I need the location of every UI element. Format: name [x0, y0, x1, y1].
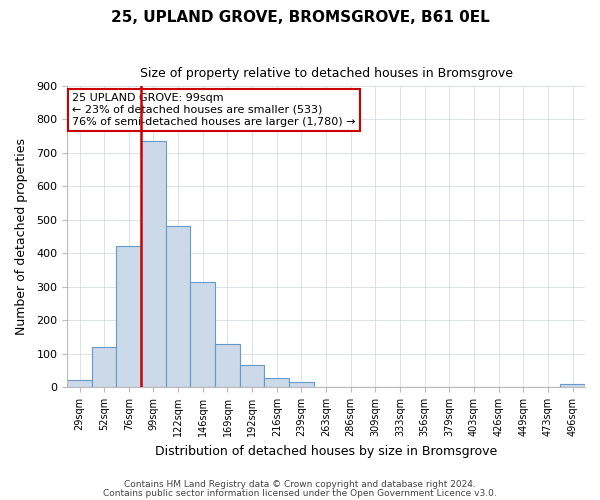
- Bar: [215, 344, 240, 387]
- Bar: [141, 141, 166, 387]
- Bar: [265, 378, 289, 387]
- Text: Contains public sector information licensed under the Open Government Licence v3: Contains public sector information licen…: [103, 488, 497, 498]
- Text: 25, UPLAND GROVE, BROMSGROVE, B61 0EL: 25, UPLAND GROVE, BROMSGROVE, B61 0EL: [110, 10, 490, 25]
- Bar: [190, 282, 215, 387]
- Text: Contains HM Land Registry data © Crown copyright and database right 2024.: Contains HM Land Registry data © Crown c…: [124, 480, 476, 489]
- Text: 25 UPLAND GROVE: 99sqm
← 23% of detached houses are smaller (533)
76% of semi-de: 25 UPLAND GROVE: 99sqm ← 23% of detached…: [73, 94, 356, 126]
- Bar: [289, 382, 314, 387]
- Bar: [240, 366, 265, 387]
- X-axis label: Distribution of detached houses by size in Bromsgrove: Distribution of detached houses by size …: [155, 444, 497, 458]
- Bar: [116, 246, 141, 387]
- Bar: [560, 384, 585, 387]
- Bar: [166, 226, 190, 387]
- Y-axis label: Number of detached properties: Number of detached properties: [15, 138, 28, 335]
- Bar: [92, 347, 116, 387]
- Bar: [67, 380, 92, 387]
- Title: Size of property relative to detached houses in Bromsgrove: Size of property relative to detached ho…: [140, 68, 512, 80]
